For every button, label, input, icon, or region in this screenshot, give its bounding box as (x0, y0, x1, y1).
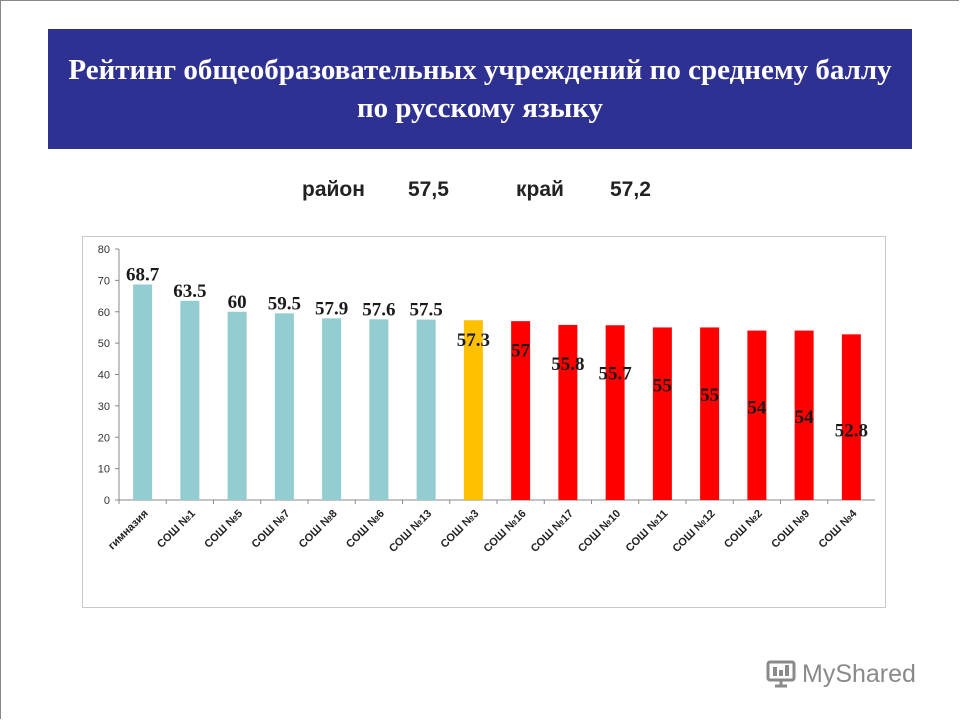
x-tick-label: СОШ №12 (670, 508, 717, 555)
district-value: 57,5 (408, 178, 449, 201)
title-band: Рейтинг общеобразовательных учреждений п… (48, 29, 912, 149)
y-tick-label: 60 (98, 307, 110, 319)
y-tick-label: 0 (104, 495, 110, 507)
bar (369, 319, 389, 500)
y-tick-label: 30 (98, 401, 110, 413)
bar (652, 327, 672, 500)
bar (416, 319, 436, 500)
data-label: 57.5 (410, 300, 443, 321)
chart-container: 0 10 20 30 40 50 60 70 80 гимназия 68.7 СОШ №1 63.5 С… (82, 236, 886, 608)
y-tick-label: 40 (98, 370, 110, 382)
x-tick-label: СОШ №8 (297, 508, 340, 551)
x-tick-label: СОШ №6 (344, 508, 387, 551)
bar (463, 320, 483, 500)
data-label: 57.3 (457, 330, 490, 351)
bar (700, 327, 720, 500)
data-label: 55.8 (551, 354, 584, 375)
bar (747, 330, 767, 500)
bar-chart: 0 10 20 30 40 50 60 70 80 гимназия 68.7 СОШ №1 63.5 С… (98, 244, 875, 555)
watermark-text: MyShared (802, 659, 916, 688)
data-label: 54 (795, 407, 815, 428)
x-tick-label: гимназия (106, 508, 151, 553)
y-tick-label: 50 (98, 338, 110, 350)
region-value: 57,2 (610, 178, 651, 201)
data-label: 52.8 (835, 420, 868, 441)
data-label: 54 (747, 398, 767, 419)
data-label: 57.9 (315, 298, 348, 319)
presentation-icon (766, 660, 796, 688)
data-label: 57 (511, 341, 531, 362)
x-tick-label: СОШ №17 (529, 508, 576, 555)
bar (794, 330, 814, 500)
slide-title: Рейтинг общеобразовательных учреждений п… (68, 54, 892, 124)
x-tick-label: СОШ №1 (155, 508, 198, 551)
data-label: 59.5 (268, 293, 301, 314)
x-tick-label: СОШ №3 (439, 508, 482, 551)
data-label: 55.7 (599, 364, 633, 385)
x-tick-label: СОШ №10 (576, 508, 623, 555)
x-tick-label: СОШ №2 (722, 508, 765, 551)
x-tick-label: СОШ №16 (481, 508, 528, 555)
x-tick-label: СОШ №7 (250, 508, 293, 551)
x-tick-label: СОШ №5 (202, 508, 245, 551)
data-label: 55 (653, 375, 672, 396)
bar (605, 325, 625, 500)
data-label: 55 (700, 385, 719, 406)
y-tick-label: 80 (98, 244, 110, 256)
data-label: 63.5 (173, 281, 206, 302)
x-tick-label: СОШ №4 (817, 507, 861, 551)
bar (841, 334, 861, 500)
bar (133, 284, 153, 500)
data-label: 60 (228, 292, 247, 313)
data-label: 68.7 (126, 264, 160, 285)
bar (180, 300, 200, 500)
x-tick-label: СОШ №9 (769, 508, 812, 551)
x-tick-label: СОШ №11 (624, 508, 671, 555)
y-tick-label: 20 (98, 432, 110, 444)
bar (322, 318, 342, 500)
y-tick-label: 70 (98, 275, 110, 287)
data-label: 57.6 (362, 299, 395, 320)
bar (274, 313, 294, 500)
bar (227, 311, 247, 500)
region-label: край (516, 178, 564, 201)
watermark-logo: MyShared (766, 654, 916, 694)
bar (558, 324, 578, 500)
y-tick-label: 10 (98, 464, 110, 476)
bar (511, 321, 531, 500)
district-label: район (302, 178, 365, 201)
x-tick-label: СОШ №13 (387, 508, 434, 555)
